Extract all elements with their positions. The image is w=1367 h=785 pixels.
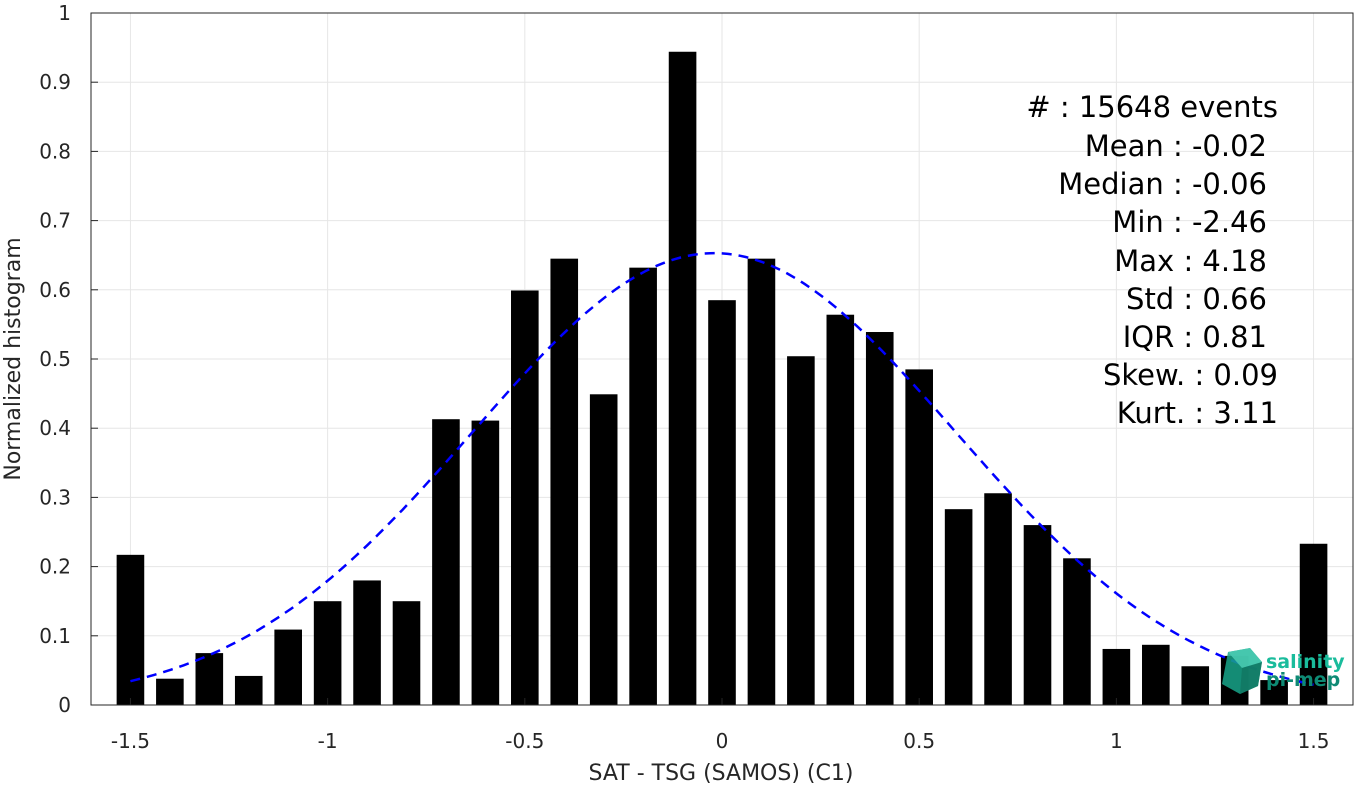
stat-median: Median : -0.06 xyxy=(1058,167,1267,201)
histogram-bar xyxy=(589,394,618,705)
histogram-bar xyxy=(905,369,933,705)
histogram-bar xyxy=(944,509,973,705)
histogram-bar xyxy=(1181,666,1210,705)
histogram-bar xyxy=(787,356,815,705)
stat-min: Min : -2.46 xyxy=(1112,205,1267,239)
histogram-bar xyxy=(550,258,579,705)
histogram-bar xyxy=(1063,558,1091,705)
y-tick-label: 0.1 xyxy=(39,624,71,648)
stat-std: Std : 0.66 xyxy=(1126,282,1267,316)
histogram-bar xyxy=(392,601,421,705)
histogram-bar xyxy=(629,267,657,705)
y-tick-label: 0 xyxy=(58,693,71,717)
histogram-bar xyxy=(511,290,539,705)
logo-text-pimep: pi-mep xyxy=(1266,669,1340,691)
histogram-bar xyxy=(826,314,855,705)
stat-count: # : 15648 events xyxy=(1026,90,1278,124)
histogram-bar xyxy=(747,258,776,705)
histogram-bar xyxy=(1299,543,1328,705)
stat-max: Max : 4.18 xyxy=(1114,244,1267,278)
histogram-bar xyxy=(1142,644,1170,705)
stat-mean: Mean : -0.02 xyxy=(1085,129,1267,163)
histogram-bar xyxy=(116,554,145,705)
x-tick-label: 0 xyxy=(716,729,729,753)
x-axis-ticks: -1.5 -1 -0.5 0 0.5 1 1.5 xyxy=(111,698,1330,753)
y-tick-label: 1 xyxy=(58,1,71,25)
stat-skew: Skew. : 0.09 xyxy=(1103,358,1278,392)
y-tick-label: 0.7 xyxy=(39,209,71,233)
x-axis-label: SAT - TSG (SAMOS) (C1) xyxy=(589,761,854,785)
histogram-bar xyxy=(1023,525,1052,705)
histogram-bar xyxy=(1260,680,1288,705)
histogram-bar xyxy=(234,675,263,705)
histogram-bar xyxy=(1102,648,1131,705)
y-tick-label: 0.3 xyxy=(39,485,71,509)
histogram-bar xyxy=(274,629,302,705)
y-tick-label: 0.4 xyxy=(39,416,71,440)
statistics-box: # : 15648 events Mean : -0.02 Median : -… xyxy=(1026,90,1278,430)
y-tick-label: 0.8 xyxy=(39,139,71,163)
y-axis-label: Normalized histogram xyxy=(1,237,26,480)
x-tick-label: 0.5 xyxy=(903,729,935,753)
histogram-bar xyxy=(195,653,224,705)
histogram-bar xyxy=(708,300,736,705)
x-tick-label: -0.5 xyxy=(505,729,544,753)
stat-iqr: IQR : 0.81 xyxy=(1123,320,1267,354)
y-tick-label: 0.5 xyxy=(39,347,71,371)
histogram-bar xyxy=(432,419,460,705)
histogram-bar xyxy=(156,678,184,705)
y-tick-label: 0.6 xyxy=(39,278,71,302)
logo-text-salinity: salinity xyxy=(1266,651,1345,673)
y-tick-label: 0.9 xyxy=(39,70,71,94)
salinity-pimep-logo: salinity pi-mep xyxy=(1222,648,1345,694)
x-tick-label: -1.5 xyxy=(111,729,150,753)
histogram-bar xyxy=(471,420,500,705)
histogram-bar xyxy=(668,51,697,705)
x-tick-label: 1 xyxy=(1110,729,1123,753)
x-tick-label: 1.5 xyxy=(1298,729,1330,753)
y-tick-label: 0.2 xyxy=(39,555,71,579)
gaussian-fit-curve xyxy=(130,251,1314,686)
histogram-bar xyxy=(353,580,381,705)
histogram-bar xyxy=(865,332,894,705)
histogram-bar xyxy=(313,601,342,705)
x-tick-label: -1 xyxy=(318,729,338,753)
stat-kurt: Kurt. : 3.11 xyxy=(1117,396,1278,430)
histogram-bar xyxy=(984,493,1012,705)
y-axis-ticks: 0 0.1 0.2 0.3 0.4 0.5 0.6 0.7 0.8 0.9 1 xyxy=(39,1,98,717)
